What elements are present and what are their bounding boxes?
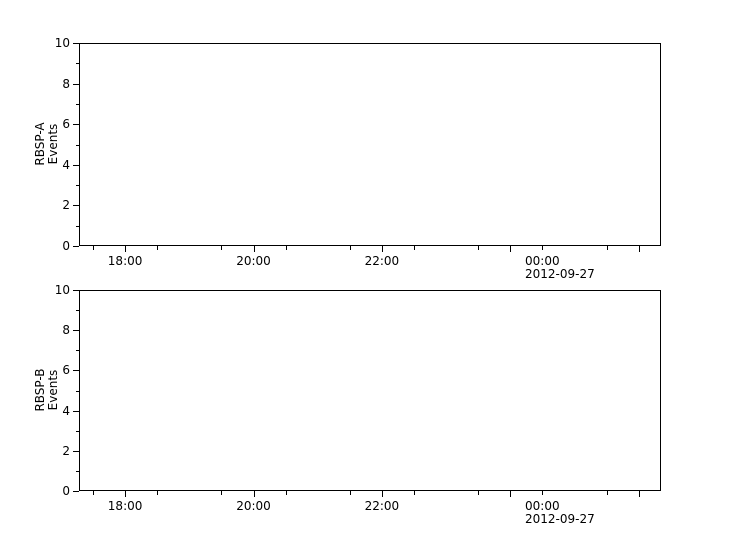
y-tick-major-2 <box>73 205 79 207</box>
x-tick-minor-0300 <box>414 246 415 250</box>
x-tick-label-time: 00:00 <box>525 254 560 268</box>
x-tick-minor-0500 <box>478 491 480 495</box>
y-tick-major-10 <box>73 290 79 291</box>
x-tick-label-0000: 00:00 2012-09-27 <box>525 500 595 526</box>
y-tick-label-8: 8 <box>62 76 70 91</box>
y-tick-label-6: 6 <box>62 363 70 378</box>
x-tick-label-date: 2012-09-27 <box>525 512 595 526</box>
y-tick-minor-3 <box>75 430 79 432</box>
x-tick-minor-0100 <box>349 491 351 495</box>
y-axis-title-line-2: Events <box>46 369 60 411</box>
x-tick-minor-0900 <box>606 246 608 250</box>
y-tick-minor-5 <box>75 390 79 392</box>
y-tick-major-0 <box>73 246 79 247</box>
x-tick-minor-0700 <box>542 491 544 495</box>
y-tick-minor-1 <box>75 225 79 227</box>
x-tick-label-1800: 18:00 <box>107 499 143 513</box>
x-tick-major-0000 <box>510 491 512 497</box>
y-axis-title-rbsp-b: RBSP-B Events <box>33 325 60 455</box>
plot-panel-rbsp-b[interactable]: 10 8 6 4 2 0 18:00 20:00 22:00 <box>33 284 661 526</box>
x-tick-minor-1700 <box>93 246 94 250</box>
y-tick-label-0: 0 <box>62 484 70 498</box>
plot-panel-rbsp-a[interactable]: 10 8 6 4 2 0 18:00 20:00 22:00 <box>33 37 661 281</box>
y-tick-label-2: 2 <box>62 198 70 213</box>
y-tick-major-4 <box>73 164 79 166</box>
x-tick-minor-2100 <box>221 491 223 495</box>
y-tick-minor-3 <box>75 185 79 187</box>
plot-area-rbsp-a[interactable] <box>79 43 661 246</box>
y-tick-major-2 <box>73 450 79 452</box>
y-tick-label-4: 4 <box>62 403 70 418</box>
x-tick-major-0200 <box>638 491 640 497</box>
x-tick-major-2200 <box>381 491 383 497</box>
x-tick-label-1800: 18:00 <box>107 254 143 268</box>
x-tick-major-1800 <box>125 246 127 252</box>
y-tick-major-10 <box>73 43 79 44</box>
y-tick-label-6: 6 <box>62 117 70 132</box>
y-tick-major-6 <box>73 124 79 126</box>
x-tick-major-1800 <box>125 491 127 497</box>
x-tick-minor-0300 <box>414 491 415 495</box>
y-axis-title-line-2: Events <box>46 123 60 165</box>
plot-area-rbsp-b[interactable] <box>79 290 661 491</box>
x-tick-minor-0900 <box>606 491 608 495</box>
x-tick-minor-1900 <box>157 491 159 495</box>
y-tick-minor-7 <box>75 350 79 352</box>
y-tick-label-2: 2 <box>62 443 70 458</box>
x-tick-minor-0700 <box>542 246 544 250</box>
x-tick-major-2200 <box>381 246 383 252</box>
y-tick-minor-9 <box>75 63 79 65</box>
y-tick-label-0: 0 <box>62 239 70 253</box>
y-tick-major-6 <box>73 370 79 372</box>
x-tick-minor-0500 <box>478 246 480 250</box>
x-tick-label-time: 00:00 <box>525 499 560 513</box>
x-tick-minor-2100 <box>221 246 223 250</box>
y-tick-label-10: 10 <box>54 36 70 50</box>
x-tick-major-0200 <box>638 246 640 252</box>
y-tick-minor-9 <box>75 310 79 312</box>
x-tick-minor-1700 <box>93 491 94 495</box>
y-tick-minor-1 <box>75 470 79 472</box>
y-tick-major-4 <box>73 410 79 412</box>
y-tick-minor-5 <box>75 144 79 146</box>
x-tick-major-2000 <box>253 491 255 497</box>
x-tick-minor-2300 <box>285 491 287 495</box>
y-tick-major-8 <box>73 330 79 332</box>
x-tick-label-0000: 00:00 2012-09-27 <box>525 255 595 281</box>
y-tick-label-10: 10 <box>54 283 70 297</box>
y-tick-major-8 <box>73 83 79 85</box>
y-tick-minor-7 <box>75 103 79 105</box>
x-tick-minor-2300 <box>285 246 287 250</box>
x-tick-label-2000: 20:00 <box>236 254 271 268</box>
x-tick-major-2000 <box>253 246 255 252</box>
y-tick-label-4: 4 <box>62 157 70 172</box>
x-tick-label-2000: 20:00 <box>236 499 271 513</box>
x-tick-minor-0100 <box>349 246 351 250</box>
x-tick-major-0000 <box>510 246 512 252</box>
y-tick-major-0 <box>73 491 79 492</box>
y-axis-title-rbsp-a: RBSP-A Events <box>33 79 60 209</box>
y-tick-label-8: 8 <box>62 323 70 338</box>
x-tick-label-2200: 22:00 <box>364 254 400 268</box>
x-tick-minor-1900 <box>157 246 159 250</box>
x-tick-label-date: 2012-09-27 <box>525 267 595 281</box>
x-tick-label-2200: 22:00 <box>364 499 400 513</box>
